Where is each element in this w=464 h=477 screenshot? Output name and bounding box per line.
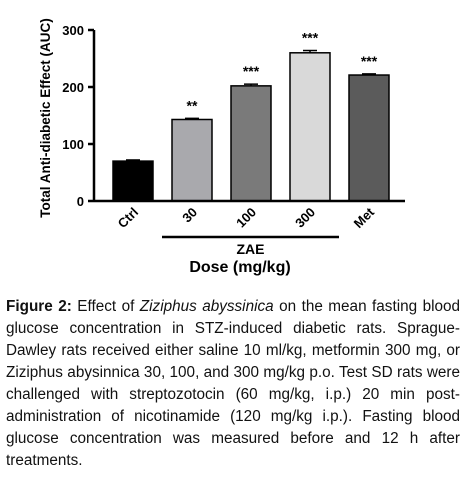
- bar: [230, 85, 272, 202]
- y-tick-label: 100: [62, 137, 84, 152]
- y-axis-label: Total Anti-diabetic Effect (AUC): [38, 18, 53, 218]
- significance-label: **: [187, 97, 198, 113]
- bar: [289, 52, 331, 202]
- figure-caption: Figure 2: Effect of Ziziphus abyssinica …: [6, 296, 460, 472]
- caption-label: Figure 2:: [6, 298, 72, 315]
- bar: [171, 118, 213, 202]
- caption-species: Ziziphus abyssinica: [139, 298, 274, 315]
- x-tick-label: Met: [351, 204, 378, 231]
- y-tick-label: 200: [62, 80, 84, 95]
- x-tick-label: 30: [179, 205, 200, 226]
- caption-text-2: on the mean fasting blood glucose concen…: [6, 298, 460, 469]
- significance-label: ***: [361, 53, 378, 69]
- bars: ***********: [112, 30, 390, 202]
- x-tick-label: 300: [292, 205, 318, 231]
- bar: [348, 74, 390, 202]
- x-tick-label: 100: [233, 205, 259, 231]
- x-axis: Ctrl 30 100 300 Met: [94, 199, 405, 231]
- group-label: ZAE: [237, 241, 265, 257]
- x-tick-label: Ctrl: [115, 205, 141, 231]
- bar: [112, 160, 154, 202]
- y-axis: 0 100 200 300: [62, 23, 96, 209]
- significance-label: ***: [302, 30, 319, 46]
- significance-label: ***: [243, 63, 260, 79]
- y-tick-label: 0: [77, 194, 84, 209]
- caption-text-1: Effect of: [71, 298, 140, 315]
- y-tick-label: 300: [62, 23, 84, 38]
- x-axis-label: Dose (mg/kg): [189, 259, 290, 276]
